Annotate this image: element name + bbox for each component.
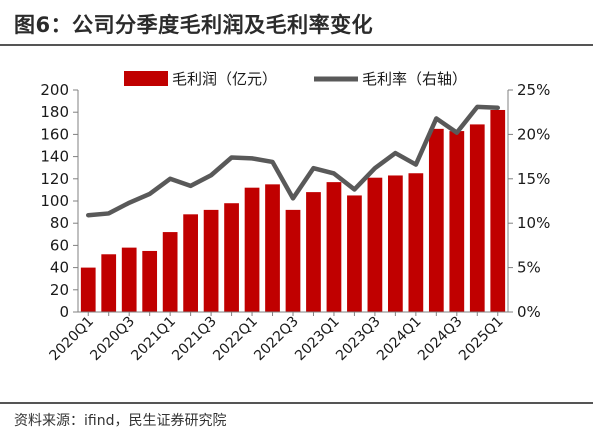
gross-margin-point: [169, 178, 171, 180]
bar: [142, 250, 158, 312]
bar: [162, 232, 178, 312]
gross-margin-point: [476, 106, 478, 108]
gross-margin-point: [210, 174, 212, 176]
right-axis-tick-label: 25%: [517, 81, 550, 99]
bar: [306, 192, 321, 312]
page-title: 图6：公司分季度毛利润及毛利率变化: [14, 13, 374, 37]
left-axis-tick-label: 160: [40, 125, 69, 143]
chart-legend: 毛利润（亿元） 毛利率（右轴）: [124, 70, 467, 88]
gross-margin-point: [333, 172, 335, 174]
bar: [285, 209, 301, 312]
gross-margin-point: [353, 188, 355, 190]
gross-margin-point: [190, 185, 192, 187]
bar: [408, 173, 424, 312]
bar: [326, 182, 342, 312]
left-axis-tick-label: 180: [40, 103, 69, 121]
x-axis-tick-label: 2020Q3: [87, 314, 138, 365]
bar: [101, 254, 117, 312]
right-axis-tick-label: 20%: [517, 125, 550, 143]
gross-margin-point: [128, 202, 130, 204]
x-axis-tick-label: 2021Q1: [128, 314, 179, 365]
bar: [367, 177, 383, 312]
x-axis-tick-label: 2021Q3: [169, 314, 220, 365]
gross-margin-point: [394, 152, 396, 154]
bar: [244, 187, 260, 312]
bar: [449, 131, 465, 312]
left-axis-tick-label: 60: [50, 236, 69, 254]
right-axis-tick-label: 15%: [517, 170, 550, 188]
x-axis-tick-label: 2024Q1: [374, 314, 425, 365]
left-axis-tick-label: 0: [59, 303, 69, 321]
left-axis-tick-label: 40: [50, 259, 69, 277]
bar: [347, 195, 362, 312]
bar: [265, 184, 280, 312]
gross-margin-point: [415, 164, 417, 166]
title-rule: [0, 44, 593, 46]
x-axis-tick-label: 2020Q1: [46, 314, 97, 365]
bar: [203, 209, 219, 312]
x-axis-tick-label: 2022Q1: [210, 314, 261, 365]
gross-margin-point: [87, 214, 89, 216]
bar: [469, 124, 485, 312]
legend-label-line: 毛利率（右轴）: [362, 70, 467, 88]
right-axis-tick-label: 5%: [517, 259, 541, 277]
bar: [428, 128, 444, 312]
right-axis-tick-label: 10%: [517, 214, 550, 232]
bar: [80, 267, 96, 312]
x-axis-tick-label: 2023Q1: [292, 314, 343, 365]
bar: [388, 175, 403, 312]
chart: 毛利润（亿元） 毛利率（右轴） 0 20 40 60 80 100 120 140 160 180…: [40, 70, 550, 365]
bar: [490, 109, 506, 312]
left-axis-tick-label: 120: [40, 170, 69, 188]
gross-margin-point: [108, 212, 110, 214]
gross-margin-point: [149, 193, 151, 195]
x-axis-tick-label: 2025Q1: [456, 314, 507, 365]
x-axis-tick-label: 2023Q3: [333, 314, 384, 365]
gross-margin-point: [497, 107, 499, 109]
left-axis-tick-label: 100: [40, 192, 69, 210]
bar: [121, 247, 137, 312]
gross-margin-point: [435, 117, 437, 119]
gross-margin-point: [456, 132, 458, 134]
x-axis-tick-label: 2024Q3: [415, 314, 466, 365]
left-axis-tick-label: 200: [40, 81, 69, 99]
source-note: 资料来源：ifind，民生证券研究院: [14, 413, 227, 429]
gross-margin-point: [312, 167, 314, 169]
bar: [224, 203, 239, 312]
gross-margin-point: [231, 156, 233, 158]
line-series: [85, 104, 501, 218]
gross-margin-point: [272, 161, 274, 163]
gross-margin-point: [292, 197, 294, 199]
legend-swatch-bar: [124, 71, 168, 86]
footer-rule: [0, 402, 593, 404]
left-axis-tick-label: 80: [50, 214, 69, 232]
bar: [183, 214, 198, 312]
bar-series: [80, 109, 506, 312]
gross-margin-point: [251, 157, 253, 159]
left-axis-tick-label: 140: [40, 148, 69, 166]
x-axis-tick-label: 2022Q3: [251, 314, 302, 365]
right-axis-tick-label: 0%: [517, 303, 541, 321]
left-axis-tick-label: 20: [50, 281, 69, 299]
gross-margin-point: [374, 167, 376, 169]
legend-label-bar: 毛利润（亿元）: [172, 70, 277, 88]
